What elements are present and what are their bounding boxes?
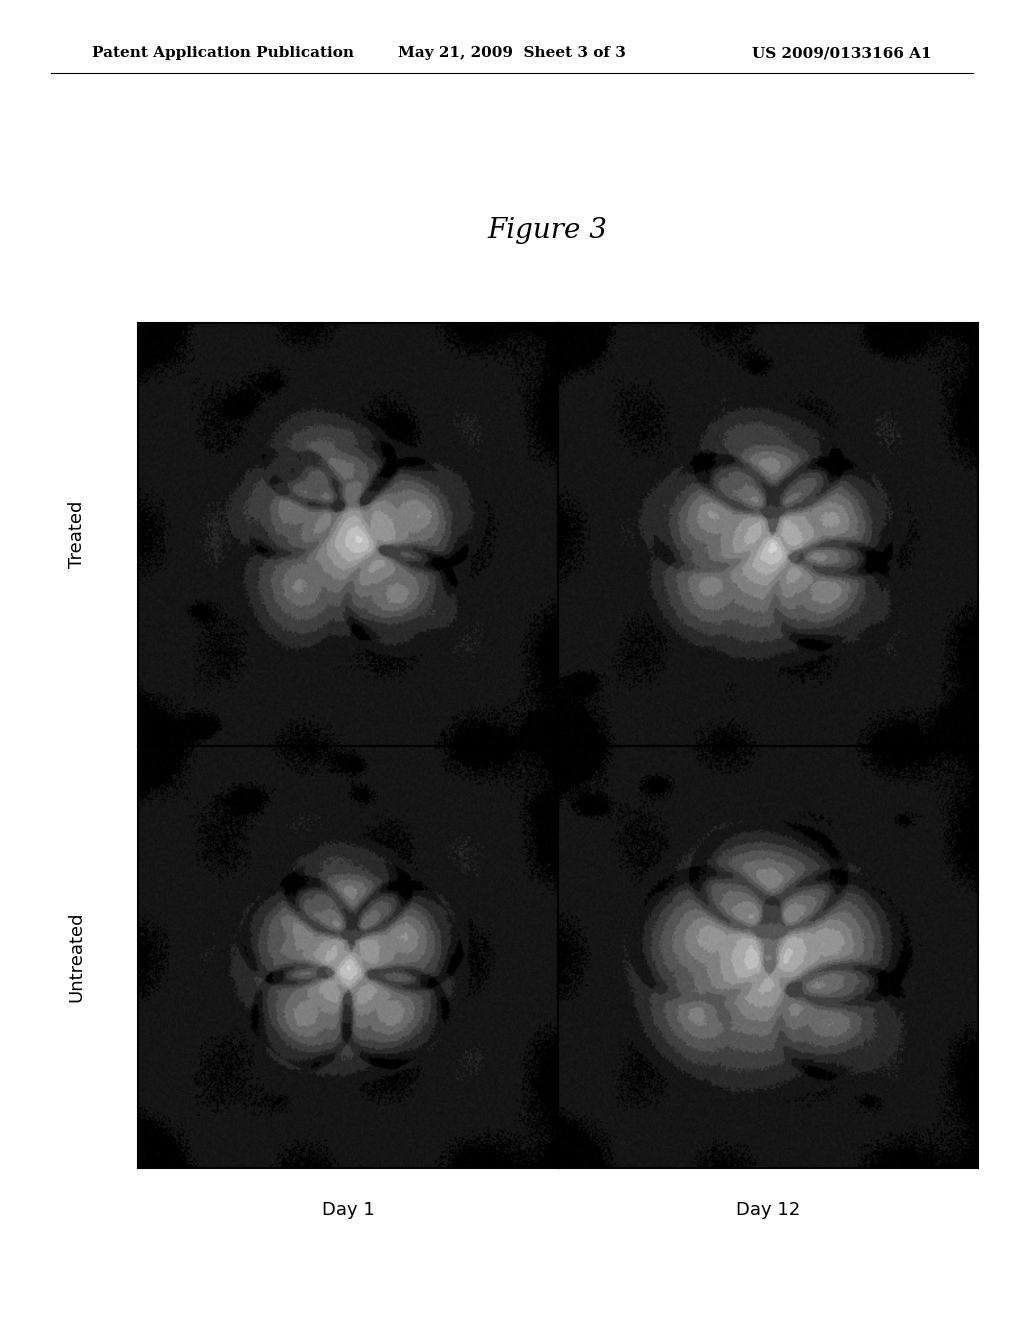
Text: Day 12: Day 12 <box>736 1201 800 1220</box>
Text: May 21, 2009  Sheet 3 of 3: May 21, 2009 Sheet 3 of 3 <box>398 46 626 61</box>
Text: Patent Application Publication: Patent Application Publication <box>92 46 354 61</box>
Text: Day 1: Day 1 <box>322 1201 375 1220</box>
Text: Figure 3: Figure 3 <box>487 218 608 244</box>
Text: Untreated: Untreated <box>68 912 86 1002</box>
Text: US 2009/0133166 A1: US 2009/0133166 A1 <box>753 46 932 61</box>
Text: Treated: Treated <box>68 500 86 569</box>
